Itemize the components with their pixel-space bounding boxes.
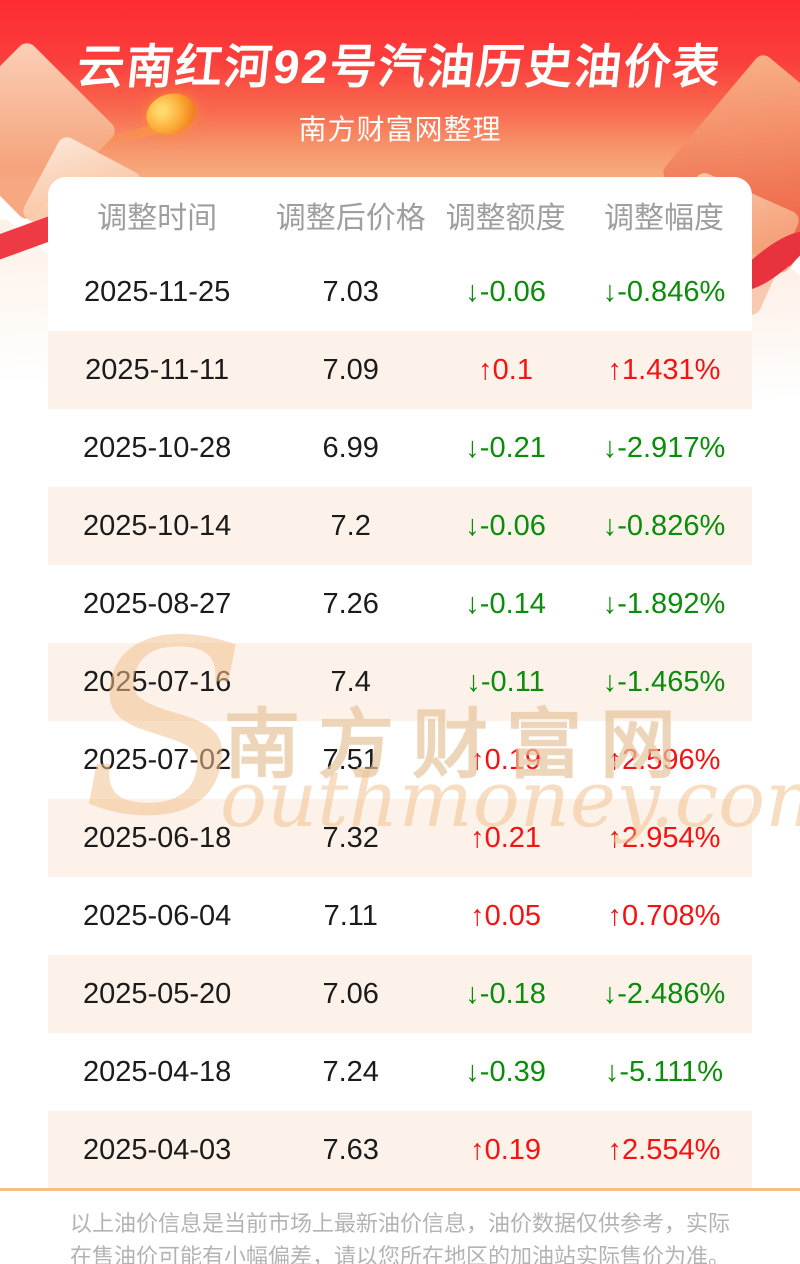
cell-date: 2025-06-18 [82, 821, 232, 854]
cell-date: 2025-10-28 [82, 431, 232, 464]
column-header-adjust-rate: 调整幅度 [603, 202, 724, 235]
table-row: 2025-07-16 7.4 ↓-0.11 ↓-1.465% [48, 643, 752, 721]
column-header-adjust-time: 调整时间 [97, 202, 218, 235]
price-table-card: 调整时间 调整后价格 调整额度 调整幅度 2025-11-25 7.03 ↓-0… [48, 177, 752, 1189]
cell-change-rate: ↓-0.846% [602, 275, 726, 308]
page-header: 云南红河92号汽油历史油价表 南方财富网整理 [0, 0, 800, 427]
cell-price: 7.51 [322, 743, 379, 776]
cell-change-amount: ↑0.05 [470, 899, 542, 932]
cell-change-rate: ↓-5.111% [604, 1055, 724, 1088]
page-footer: 以上油价信息是当前市场上最新油价信息，油价数据仅供参考，实际在售油价可能有小幅偏… [0, 1188, 800, 1264]
table-row: 2025-06-04 7.11 ↑0.05 ↑0.708% [48, 877, 752, 955]
table-row: 2025-08-27 7.26 ↓-0.14 ↓-1.892% [48, 565, 752, 643]
cell-change-amount: ↑0.19 [470, 1133, 542, 1166]
cell-date: 2025-11-25 [84, 275, 231, 308]
cell-change-amount: ↑0.21 [470, 821, 542, 854]
cell-change-amount: ↓-0.39 [465, 1055, 546, 1088]
cell-change-amount: ↓-0.14 [465, 587, 546, 620]
cell-change-rate: ↑2.554% [607, 1133, 721, 1166]
cell-change-amount: ↑0.19 [470, 743, 542, 776]
cell-price: 7.32 [322, 821, 379, 854]
footer-divider [0, 1188, 800, 1191]
page-subtitle: 南方财富网整理 [298, 114, 502, 145]
cell-change-amount: ↓-0.18 [465, 977, 546, 1010]
cell-date: 2025-07-16 [82, 665, 232, 698]
cell-price: 7.26 [322, 587, 379, 620]
page-title: 云南红河92号汽油历史油价表 [74, 40, 725, 93]
cell-change-rate: ↓-2.486% [602, 977, 726, 1010]
cell-date: 2025-06-04 [82, 899, 232, 932]
cell-change-rate: ↑0.708% [607, 899, 721, 932]
column-header-adjusted-price: 调整后价格 [275, 202, 426, 235]
cell-price: 7.24 [322, 1055, 379, 1088]
cell-date: 2025-07-02 [82, 743, 232, 776]
table-row: 2025-04-18 7.24 ↓-0.39 ↓-5.111% [48, 1033, 752, 1111]
footer-disclaimer: 以上油价信息是当前市场上最新油价信息，油价数据仅供参考，实际在售油价可能有小幅偏… [69, 1211, 730, 1264]
cell-change-rate: ↓-1.465% [602, 665, 726, 698]
cell-change-rate: ↓-1.892% [602, 587, 726, 620]
table-row: 2025-11-25 7.03 ↓-0.06 ↓-0.846% [48, 253, 752, 331]
cell-date: 2025-11-11 [85, 353, 230, 386]
cell-price: 7.4 [330, 665, 371, 698]
cell-price: 7.2 [330, 509, 371, 542]
cell-change-rate: ↑1.431% [607, 353, 721, 386]
cell-change-amount: ↑0.1 [478, 353, 533, 386]
table-header-row: 调整时间 调整后价格 调整额度 调整幅度 [48, 177, 752, 253]
cell-date: 2025-10-14 [82, 509, 232, 542]
cell-price: 7.63 [322, 1133, 379, 1166]
table-row: 2025-11-11 7.09 ↑0.1 ↑1.431% [48, 331, 752, 409]
cell-price: 6.99 [322, 431, 379, 464]
cell-change-rate: ↑2.954% [607, 821, 721, 854]
table-row: 2025-07-02 7.51 ↑0.19 ↑2.596% [48, 721, 752, 799]
cell-change-amount: ↓-0.11 [466, 665, 545, 698]
cell-price: 7.06 [322, 977, 379, 1010]
cell-change-rate: ↓-0.826% [602, 509, 726, 542]
cell-change-rate: ↓-2.917% [602, 431, 726, 464]
cell-date: 2025-04-03 [82, 1133, 232, 1166]
table-row: 2025-04-03 7.63 ↑0.19 ↑2.554% [48, 1111, 752, 1189]
cell-price: 7.11 [323, 899, 378, 932]
cell-price: 7.09 [322, 353, 379, 386]
cell-date: 2025-05-20 [82, 977, 232, 1010]
cell-change-amount: ↓-0.06 [465, 509, 546, 542]
cell-price: 7.03 [322, 275, 379, 308]
cell-change-rate: ↑2.596% [607, 743, 721, 776]
table-row: 2025-10-28 6.99 ↓-0.21 ↓-2.917% [48, 409, 752, 487]
cell-change-amount: ↓-0.06 [465, 275, 546, 308]
table-row: 2025-10-14 7.2 ↓-0.06 ↓-0.826% [48, 487, 752, 565]
table-row: 2025-06-18 7.32 ↑0.21 ↑2.954% [48, 799, 752, 877]
cell-date: 2025-04-18 [82, 1055, 232, 1088]
column-header-adjust-amount: 调整额度 [445, 202, 566, 235]
cell-date: 2025-08-27 [82, 587, 232, 620]
table-row: 2025-05-20 7.06 ↓-0.18 ↓-2.486% [48, 955, 752, 1033]
cell-change-amount: ↓-0.21 [465, 431, 546, 464]
